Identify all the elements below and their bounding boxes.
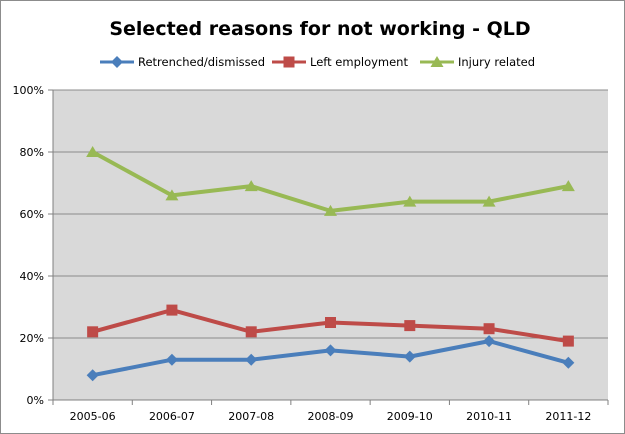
y-tick-label: 80% [20, 146, 44, 159]
y-tick-label: 20% [20, 332, 44, 345]
legend-item: Left employment [272, 55, 408, 69]
data-point [324, 204, 337, 216]
legend-marker [430, 56, 444, 67]
data-point [245, 326, 257, 338]
data-point [86, 146, 100, 157]
y-tick-label: 100% [13, 84, 44, 97]
x-axis: 2005-06 2006-07 2007-08 2008-09 2009-10 2010-… [52, 399, 609, 423]
x-tick-label: 2009-10 [387, 410, 433, 423]
data-point [404, 320, 416, 332]
legend-marker [283, 56, 295, 68]
data-point [403, 350, 416, 363]
legend-marker [111, 56, 123, 68]
chart-title: Selected reasons for not working - QLD [109, 18, 530, 40]
legend-label: Retrenched/dismissed [138, 55, 265, 69]
series-layer [86, 146, 575, 382]
legend-item: Retrenched/dismissed [100, 55, 265, 69]
legend-label: Injury related [458, 55, 535, 69]
legend-label: Left employment [310, 55, 408, 69]
series-retrenched-dismissed [86, 335, 575, 382]
data-point [562, 356, 575, 369]
x-tick-label: 2007-08 [228, 410, 274, 423]
data-point [324, 344, 337, 357]
data-point [561, 180, 575, 192]
data-point [165, 189, 179, 201]
data-point [166, 304, 178, 316]
data-point [245, 353, 258, 366]
data-point [483, 323, 495, 335]
x-tick-label: 2008-09 [308, 410, 354, 423]
x-tick-label: 2010-11 [466, 410, 512, 423]
data-point [87, 326, 99, 338]
y-tick-label: 60% [20, 208, 44, 221]
data-point [325, 317, 336, 328]
data-point [562, 335, 574, 347]
data-point [244, 180, 258, 192]
x-tick-label: 2011-12 [545, 410, 591, 423]
chart-legend: Retrenched/dismissed Left employment Injur… [100, 55, 535, 69]
data-point [86, 369, 99, 382]
x-tick-label: 2006-07 [149, 410, 195, 423]
series-left-employment [87, 304, 574, 347]
data-point [483, 335, 496, 348]
data-point [482, 195, 496, 207]
data-point [165, 353, 178, 366]
series-injury-related [86, 146, 575, 216]
y-axis: 0% 20% 40% 60% 80% 100% [13, 84, 54, 407]
legend-item: Injury related [420, 55, 535, 69]
data-point [403, 195, 417, 207]
y-tick-label: 0% [27, 394, 44, 407]
x-tick-label: 2005-06 [70, 410, 116, 423]
y-tick-label: 40% [20, 270, 44, 283]
